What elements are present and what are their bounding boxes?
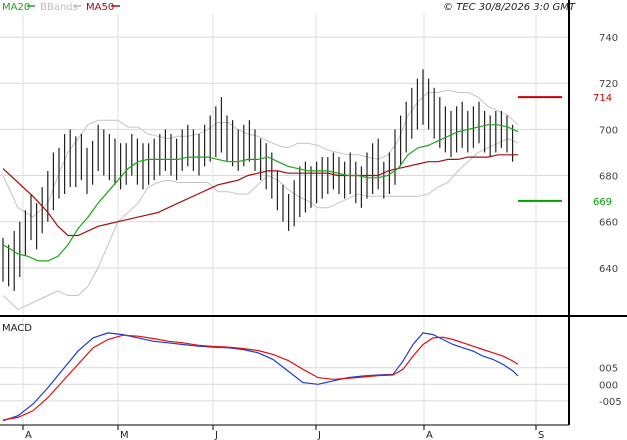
macd-line: [2, 332, 519, 422]
bband-lower-line: [2, 138, 519, 310]
price-axis: 640 660 680 700 720 740: [599, 33, 618, 275]
ma20-line: [2, 124, 519, 262]
legend-bbands-label: BBands: [40, 2, 78, 13]
copyright-text: © TEC 30/8/2026 3:0 GMT: [443, 2, 576, 13]
price-panel: 640 660 680 700 720 740 714 669: [0, 14, 618, 314]
price-tick-label: 700: [599, 125, 618, 136]
macd-tick-label: 000: [599, 380, 618, 391]
macd-axis: -005 000 005: [599, 364, 622, 408]
macd-series: [2, 332, 519, 422]
macd-title: MACD: [2, 323, 32, 334]
price-tick-label: 740: [599, 33, 618, 44]
legend-ma20-label: MA20: [2, 2, 30, 13]
price-series: [2, 69, 519, 310]
level-label: 669: [593, 197, 612, 208]
macd-tick-label: 005: [599, 364, 618, 375]
ma50-line: [2, 154, 518, 237]
month-label: S: [538, 430, 544, 440]
legend-ma50-label: MA50: [86, 2, 114, 13]
price-tick-label: 660: [599, 218, 618, 229]
month-label: M: [120, 430, 129, 440]
macd-signal-line: [2, 334, 519, 421]
level-label: 714: [593, 93, 612, 104]
price-tick-label: 640: [599, 264, 618, 275]
legend: MA20 BBands MA50: [2, 2, 120, 13]
month-label: A: [426, 430, 433, 440]
month-label: A: [25, 430, 32, 440]
price-levels: 714 669: [518, 93, 612, 208]
macd-tick-label: -005: [599, 397, 622, 408]
price-tick-label: 680: [599, 172, 618, 183]
month-label: J: [317, 430, 321, 440]
macd-panel: MACD -005 000 005: [0, 318, 622, 424]
price-tick-label: 720: [599, 79, 618, 90]
month-label: J: [214, 430, 218, 440]
